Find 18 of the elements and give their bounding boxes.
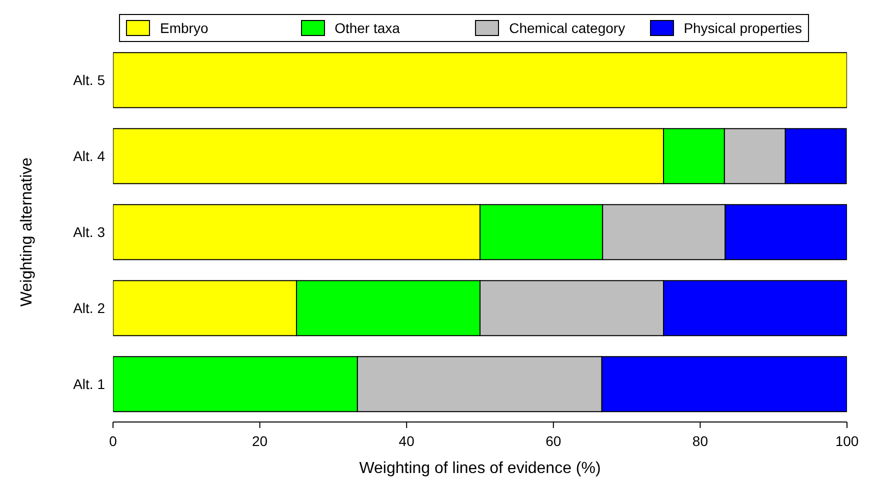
legend-label: Embryo — [160, 20, 208, 36]
x-axis-title: Weighting of lines of evidence (%) — [359, 460, 601, 477]
legend-label: Other taxa — [334, 20, 400, 36]
bar — [113, 52, 847, 108]
y-axis-title: Weighting alternative — [18, 157, 36, 307]
y-tick-label: Alt. 1 — [73, 376, 106, 392]
y-tick-label: Alt. 5 — [73, 72, 106, 88]
legend-label: Physical properties — [684, 20, 802, 36]
x-tick-label: 80 — [692, 432, 708, 449]
x-tick-label: 0 — [109, 432, 118, 449]
y-tick-label: Alt. 4 — [73, 148, 106, 164]
x-tick-label: 60 — [546, 432, 562, 449]
y-tick-label: Alt. 3 — [73, 224, 106, 240]
x-tick-label: 40 — [398, 432, 415, 449]
y-tick-label: Alt. 2 — [73, 300, 106, 316]
x-tick-label: 20 — [252, 432, 268, 449]
legend-label: Chemical category — [509, 20, 626, 36]
x-tick-label: 100 — [835, 432, 859, 449]
